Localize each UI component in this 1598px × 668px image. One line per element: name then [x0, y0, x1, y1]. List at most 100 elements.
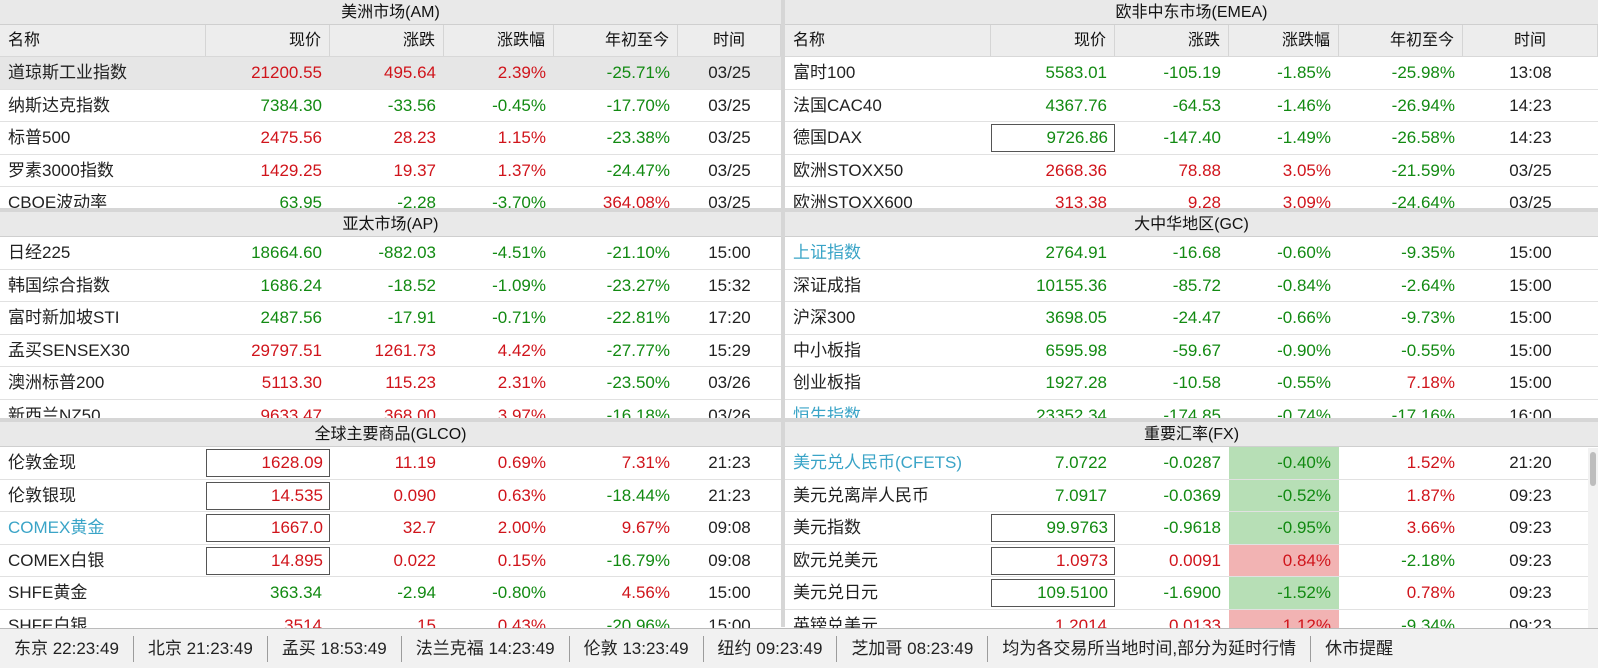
table-row[interactable]: 欧洲STOXX600 313.38 9.28 3.09% -24.64% 03/25	[785, 187, 1598, 208]
column-header[interactable]: 涨跌幅	[444, 25, 554, 56]
time-cell: 03/25	[708, 193, 751, 208]
instrument-name[interactable]: 美元兑离岸人民币	[793, 485, 929, 505]
instrument-name[interactable]: 富时100	[793, 63, 856, 82]
table-row[interactable]: 沪深300 3698.05 -24.47 -0.66% -9.73% 15:00	[785, 302, 1598, 335]
instrument-name[interactable]: 创业板指	[793, 373, 861, 392]
instrument-name[interactable]: 伦敦金现	[8, 453, 76, 472]
table-row[interactable]: 恒生指数 23352.34 -174.85 -0.74% -17.16% 16:00	[785, 400, 1598, 419]
instrument-name[interactable]: 美元兑日元	[793, 583, 878, 602]
instrument-name[interactable]: 孟买SENSEX30	[8, 340, 130, 360]
instrument-name[interactable]: SHFE黄金	[8, 583, 88, 602]
instrument-name[interactable]: COMEX白银	[8, 550, 105, 570]
time-cell: 14:23	[1509, 128, 1552, 147]
instrument-name[interactable]: 中小板指	[793, 340, 861, 360]
instrument-name[interactable]: 新西兰NZ50	[8, 405, 101, 419]
column-header[interactable]: 年初至今	[1339, 25, 1463, 56]
price-cell: 5583.01	[1045, 63, 1107, 82]
table-row[interactable]: CBOE波动率 63.95 -2.28 -3.70% 364.08% 03/25	[0, 187, 781, 208]
column-header[interactable]: 名称	[785, 25, 991, 56]
vertical-divider[interactable]	[781, 0, 785, 627]
instrument-name[interactable]: 美元指数	[793, 518, 861, 537]
table-row[interactable]: 深证成指 10155.36 -85.72 -0.84% -2.64% 15:00	[785, 270, 1598, 302]
table-row[interactable]: 美元兑人民币(CFETS) 7.0722 -0.0287 -0.40% 1.52% 21:…	[785, 447, 1598, 480]
change-percent-cell: -3.70%	[492, 193, 546, 208]
change-cell: -10.58	[1172, 373, 1221, 392]
table-row[interactable]: 标普500 2475.56 28.23 1.15% -23.38% 03/25	[0, 122, 781, 155]
instrument-name[interactable]: 纳斯达克指数	[8, 95, 110, 115]
table-row[interactable]: SHFE黄金 363.34 -2.94 -0.80% 4.56% 15:00	[0, 577, 781, 610]
instrument-name[interactable]: 恒生指数	[793, 405, 861, 419]
instrument-name[interactable]: 沪深300	[793, 308, 856, 327]
horizontal-divider-1[interactable]	[0, 208, 1598, 212]
instrument-name[interactable]: COMEX黄金	[8, 518, 105, 537]
instrument-name[interactable]: 美元兑人民币(CFETS)	[793, 453, 963, 472]
table-row[interactable]: 美元兑日元 109.5100 -1.6900 -1.52% 0.78% 09:23	[785, 577, 1598, 610]
scroll-thumb[interactable]	[1590, 452, 1596, 486]
instrument-name[interactable]: 富时新加坡STI	[8, 308, 120, 327]
column-header[interactable]: 年初至今	[554, 25, 678, 56]
instrument-name[interactable]: 德国DAX	[793, 128, 862, 147]
instrument-name[interactable]: 深证成指	[793, 275, 861, 295]
table-row[interactable]: 英镑兑美元 1.2014 0.0133 1.12% -9.34% 09:23	[785, 609, 1598, 629]
table-row[interactable]: SHFE白银 3514 15 0.43% -20.96% 15:00	[0, 610, 781, 629]
column-header[interactable]: 涨跌	[1115, 25, 1229, 56]
table-row[interactable]: 伦敦银现 14.535 0.090 0.63% -18.44% 21:23	[0, 480, 781, 512]
table-row[interactable]: 法国CAC40 4367.76 -64.53 -1.46% -26.94% 14:23	[785, 90, 1598, 122]
table-row[interactable]: COMEX白银 14.895 0.022 0.15% -16.79% 09:08	[0, 545, 781, 577]
instrument-name[interactable]: 欧洲STOXX50	[793, 160, 904, 180]
change-percent-cell: -0.74%	[1277, 405, 1331, 419]
table-row[interactable]: 伦敦金现 1628.09 11.19 0.69% 7.31% 21:23	[0, 447, 781, 480]
table-row[interactable]: 美元指数 99.9763 -0.9618 -0.95% 3.66% 09:23	[785, 512, 1598, 545]
table-row[interactable]: COMEX黄金 1667.0 32.7 2.00% 9.67% 09:08	[0, 512, 781, 545]
table-row[interactable]: 欧洲STOXX50 2668.36 78.88 3.05% -21.59% 03/25	[785, 155, 1598, 187]
column-header[interactable]: 涨跌幅	[1229, 25, 1339, 56]
instrument-name[interactable]: 澳洲标普200	[8, 373, 105, 392]
change-percent-cell: 4.42%	[497, 340, 546, 360]
table-row[interactable]: 富时100 5583.01 -105.19 -1.85% -25.98% 13:08	[785, 57, 1598, 90]
table-row[interactable]: 德国DAX 9726.86 -147.40 -1.49% -26.58% 14:23	[785, 122, 1598, 155]
table-row[interactable]: 孟买SENSEX30 29797.51 1261.73 4.42% -27.77% 15:…	[0, 335, 781, 367]
table-row[interactable]: 上证指数 2764.91 -16.68 -0.60% -9.35% 15:00	[785, 237, 1598, 270]
instrument-name[interactable]: 日经225	[8, 243, 71, 262]
instrument-name[interactable]: 欧元兑美元	[793, 550, 878, 570]
ytd-cell: -2.64%	[1401, 275, 1455, 295]
instrument-name[interactable]: 英镑兑美元	[793, 615, 878, 629]
market-panel: 重要汇率(FX) 美元兑人民币(CFETS) 7.0722 -0.0287 -0.40%…	[785, 422, 1598, 628]
instrument-name[interactable]: 上证指数	[793, 243, 861, 262]
column-header[interactable]: 涨跌	[330, 25, 444, 56]
table-row[interactable]: 澳洲标普200 5113.30 115.23 2.31% -23.50% 03/26	[0, 367, 781, 400]
column-header[interactable]: 时间	[678, 25, 781, 56]
table-row[interactable]: 欧元兑美元 1.0973 0.0091 0.84% -2.18% 09:23	[785, 544, 1598, 577]
horizontal-divider-2[interactable]	[0, 418, 1598, 422]
time-note: 均为各交易所当地时间,部分为延时行情	[988, 635, 1312, 662]
instrument-name[interactable]: 伦敦银现	[8, 485, 76, 505]
instrument-name[interactable]: 道琼斯工业指数	[8, 63, 127, 82]
instrument-name[interactable]: CBOE波动率	[8, 193, 108, 208]
instrument-name[interactable]: 法国CAC40	[793, 95, 882, 115]
instrument-name[interactable]: SHFE白银	[8, 615, 88, 629]
vertical-scrollbar[interactable]	[1588, 448, 1598, 628]
instrument-name[interactable]: 标普500	[8, 128, 71, 147]
table-row[interactable]: 道琼斯工业指数 21200.55 495.64 2.39% -25.71% 03/25	[0, 57, 781, 90]
table-row[interactable]: 纳斯达克指数 7384.30 -33.56 -0.45% -17.70% 03/25	[0, 90, 781, 122]
table-row[interactable]: 韩国综合指数 1686.24 -18.52 -1.09% -23.27% 15:32	[0, 270, 781, 302]
table-row[interactable]: 中小板指 6595.98 -59.67 -0.90% -0.55% 15:00	[785, 335, 1598, 367]
price-cell: 2475.56	[260, 128, 322, 147]
table-row[interactable]: 罗素3000指数 1429.25 19.37 1.37% -24.47% 03/25	[0, 155, 781, 187]
instrument-name[interactable]: 罗素3000指数	[8, 160, 114, 180]
column-header[interactable]: 现价	[991, 25, 1115, 56]
ytd-cell: -16.79%	[606, 550, 670, 570]
instrument-name[interactable]: 欧洲STOXX600	[793, 193, 913, 208]
time-cell: 15:00	[1509, 275, 1552, 295]
column-header[interactable]: 时间	[1463, 25, 1598, 56]
price-cell: 21200.55	[251, 63, 322, 82]
market-close-reminder[interactable]: 休市提醒	[1325, 638, 1394, 658]
instrument-name[interactable]: 韩国综合指数	[8, 275, 110, 295]
table-row[interactable]: 新西兰NZ50 9633.47 368.00 3.97% -16.18% 03/26	[0, 400, 781, 419]
table-row[interactable]: 创业板指 1927.28 -10.58 -0.55% 7.18% 15:00	[785, 367, 1598, 400]
table-row[interactable]: 日经225 18664.60 -882.03 -4.51% -21.10% 15:00	[0, 237, 781, 270]
column-header[interactable]: 名称	[0, 25, 206, 56]
column-header[interactable]: 现价	[206, 25, 330, 56]
table-row[interactable]: 美元兑离岸人民币 7.0917 -0.0369 -0.52% 1.87% 09:23	[785, 479, 1598, 512]
table-row[interactable]: 富时新加坡STI 2487.56 -17.91 -0.71% -22.81% 17:20	[0, 302, 781, 335]
